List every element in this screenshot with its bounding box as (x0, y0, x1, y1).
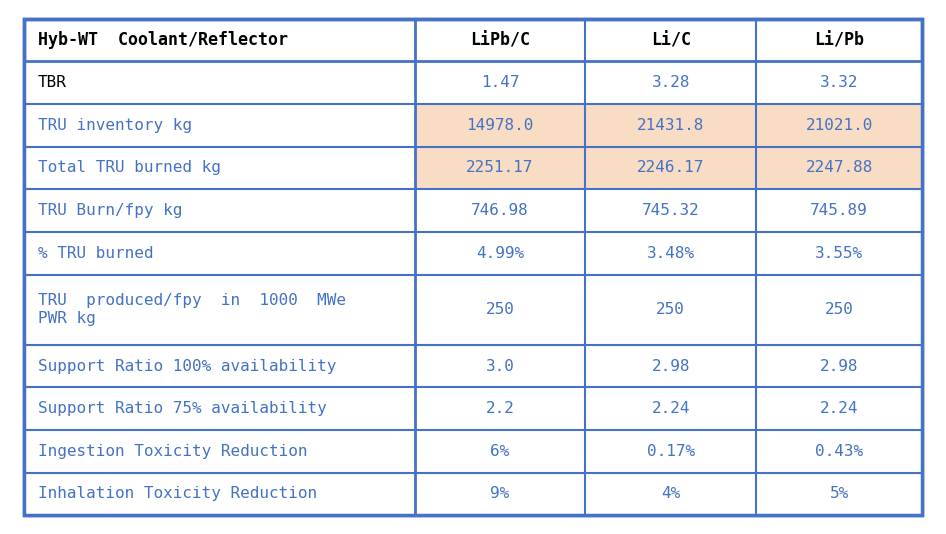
Text: 1.47: 1.47 (481, 75, 519, 90)
Text: 5%: 5% (830, 486, 849, 501)
Text: 746.98: 746.98 (471, 203, 529, 218)
Bar (24, 274, 922, 345)
Text: TRU  produced/fpy  in  1000  MWe
PWR kg: TRU produced/fpy in 1000 MWe PWR kg (38, 294, 346, 326)
Bar (24, 104, 922, 147)
Text: 3.55%: 3.55% (815, 246, 864, 261)
Text: 3.0: 3.0 (485, 358, 515, 374)
Text: % TRU burned: % TRU burned (38, 246, 153, 261)
Bar (24, 387, 922, 430)
Text: 4%: 4% (661, 486, 680, 501)
Bar (24, 430, 922, 473)
Text: Ingestion Toxicity Reduction: Ingestion Toxicity Reduction (38, 444, 307, 459)
Bar (24, 473, 922, 515)
Text: Inhalation Toxicity Reduction: Inhalation Toxicity Reduction (38, 486, 317, 501)
Text: 250: 250 (485, 302, 515, 317)
Text: Total TRU burned kg: Total TRU burned kg (38, 160, 220, 176)
Bar (414, 147, 922, 189)
Bar (24, 61, 922, 104)
Text: Li/C: Li/C (651, 31, 691, 49)
Text: Support Ratio 100% availability: Support Ratio 100% availability (38, 358, 336, 374)
Text: TBR: TBR (38, 75, 67, 90)
Text: TRU Burn/fpy kg: TRU Burn/fpy kg (38, 203, 183, 218)
Text: 250: 250 (825, 302, 853, 317)
Bar (24, 147, 922, 189)
Text: 2.98: 2.98 (820, 358, 858, 374)
Text: 2.98: 2.98 (652, 358, 690, 374)
Text: 2.2: 2.2 (485, 401, 515, 416)
Text: 2.24: 2.24 (820, 401, 858, 416)
Text: 3.28: 3.28 (652, 75, 690, 90)
Text: 3.48%: 3.48% (647, 246, 694, 261)
Text: 2247.88: 2247.88 (806, 160, 873, 176)
Text: 14978.0: 14978.0 (466, 118, 534, 133)
Bar (24, 345, 922, 387)
Bar (24, 232, 922, 274)
Text: 3.32: 3.32 (820, 75, 858, 90)
Text: 2246.17: 2246.17 (637, 160, 705, 176)
Text: Hyb-WT  Coolant/Reflector: Hyb-WT Coolant/Reflector (38, 31, 288, 49)
Text: 21431.8: 21431.8 (637, 118, 705, 133)
Text: 2.24: 2.24 (652, 401, 690, 416)
Text: 250: 250 (657, 302, 685, 317)
Bar (414, 104, 922, 147)
Bar (24, 189, 922, 232)
Text: 21021.0: 21021.0 (806, 118, 873, 133)
Text: Li/Pb: Li/Pb (815, 31, 865, 49)
Text: TRU inventory kg: TRU inventory kg (38, 118, 192, 133)
Text: Support Ratio 75% availability: Support Ratio 75% availability (38, 401, 326, 416)
Text: 6%: 6% (490, 444, 510, 459)
Text: 4.99%: 4.99% (476, 246, 524, 261)
Text: 745.32: 745.32 (641, 203, 700, 218)
Text: 0.17%: 0.17% (647, 444, 694, 459)
Text: LiPb/C: LiPb/C (470, 31, 530, 49)
Text: 9%: 9% (490, 486, 510, 501)
Text: 0.43%: 0.43% (815, 444, 864, 459)
Text: 2251.17: 2251.17 (466, 160, 534, 176)
Text: 745.89: 745.89 (811, 203, 868, 218)
